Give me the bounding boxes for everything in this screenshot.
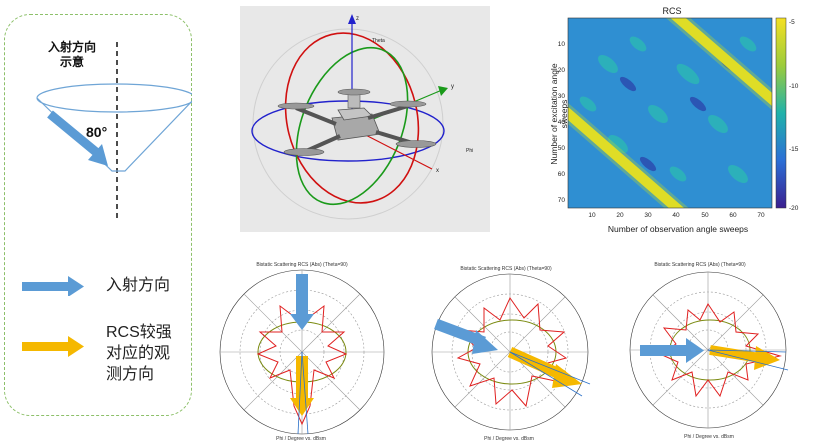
polar-3-incident-arrow [640,338,704,363]
heatmap-band-upper [670,18,772,107]
svg-text:70: 70 [757,212,765,219]
svg-text:-15: -15 [789,146,799,153]
incident-legend-label: 入射方向 [106,277,171,294]
polar-3-title: Bistatic Scattering RCS (Abs) (Theta=90) [654,262,746,268]
svg-text:10: 10 [588,212,596,219]
polar-3-beam-line [707,349,789,371]
svg-text:60: 60 [729,212,737,219]
polar-1-beam-line [297,351,303,435]
heatmap-yticks: 10 20 30 40 50 60 70 [558,41,566,204]
polar-1-title: Bistatic Scattering RCS (Abs) (Theta=90) [256,262,348,268]
heatmap-xlabel: Number of observation angle sweeps [607,224,749,234]
polar-1-rcs-curve [256,294,348,426]
svg-text:10: 10 [558,41,566,48]
svg-text:20: 20 [616,212,624,219]
svg-text:-5: -5 [789,19,795,26]
svg-text:50: 50 [558,145,566,152]
rcs-heatmap-panel: RCS [538,4,804,238]
legend-panel [4,14,192,416]
heatmap-ylabel: Number of excitation angle sweeps [549,63,569,165]
phi-label: Phi [466,148,473,154]
x-axis-label: x [436,168,439,174]
polar-2-strong-arrow [507,346,582,388]
incidence-diagram-title: 入射方向 示意 [47,40,96,69]
svg-text:20: 20 [558,67,566,74]
z-axis-label: z [356,16,359,22]
polar-1-strong-arrow [290,356,314,416]
heatmap-cells [568,18,772,208]
svg-text:30: 30 [558,93,566,100]
theta-label: Theta [372,38,385,44]
strong-rcs-legend-label: RCS较强 对应的观 测方向 [106,324,172,383]
y-axis-label: y [451,84,454,90]
heatmap-xticks: 10 20 30 40 50 60 70 [588,212,765,219]
polar-3-rcs-curve [658,303,782,398]
polar-1-incident-arrow [290,274,314,330]
strong-rcs-legend-arrow-icon [22,336,84,357]
svg-text:60: 60 [558,171,566,178]
polar-1-xlabel: Phi / Degree vs. dBsm [276,436,326,442]
colorbar-ticks: -5 -10 -15 -20 [789,19,799,212]
reference-sphere [252,28,444,220]
drone-model-panel: z y x Theta Phi [240,6,490,232]
drone-model-icon [277,88,437,156]
svg-text:40: 40 [558,119,566,126]
rcs-heatmap: 10 20 30 40 50 60 70 10 20 30 40 50 60 7… [558,17,799,219]
polar-2-title: Bistatic Scattering RCS (Abs) (Theta=90) [460,266,552,272]
drone-scene: z y x Theta Phi [251,14,473,220]
incidence-diagram [36,42,192,222]
svg-text:-20: -20 [789,205,799,212]
polar-3-strong-arrow [709,345,780,370]
cone-rim [36,83,192,113]
svg-text:-10: -10 [789,83,799,90]
polar-3-xlabel: Phi / Degree vs. dBsm [684,434,734,440]
heatmap-frame [567,17,773,209]
polar-plot-2 [431,273,591,431]
svg-text:50: 50 [701,212,709,219]
svg-text:40: 40 [672,212,680,219]
incidence-angle-label: 80° [86,124,108,140]
polar-2-xlabel: Phi / Degree vs. dBsm [484,436,534,442]
polar-2-incident-arrow [434,318,498,354]
heatmap-band-lower [568,106,685,208]
incident-direction-arrow [47,110,108,166]
polar-2-beam-line [509,351,591,385]
colorbar [775,17,787,209]
svg-text:70: 70 [558,197,566,204]
svg-text:30: 30 [644,212,652,219]
polar-plot-3 [629,271,789,429]
polar-plot-1 [219,269,385,435]
heatmap-title: RCS [662,6,682,16]
incident-legend-arrow-icon [22,276,84,296]
